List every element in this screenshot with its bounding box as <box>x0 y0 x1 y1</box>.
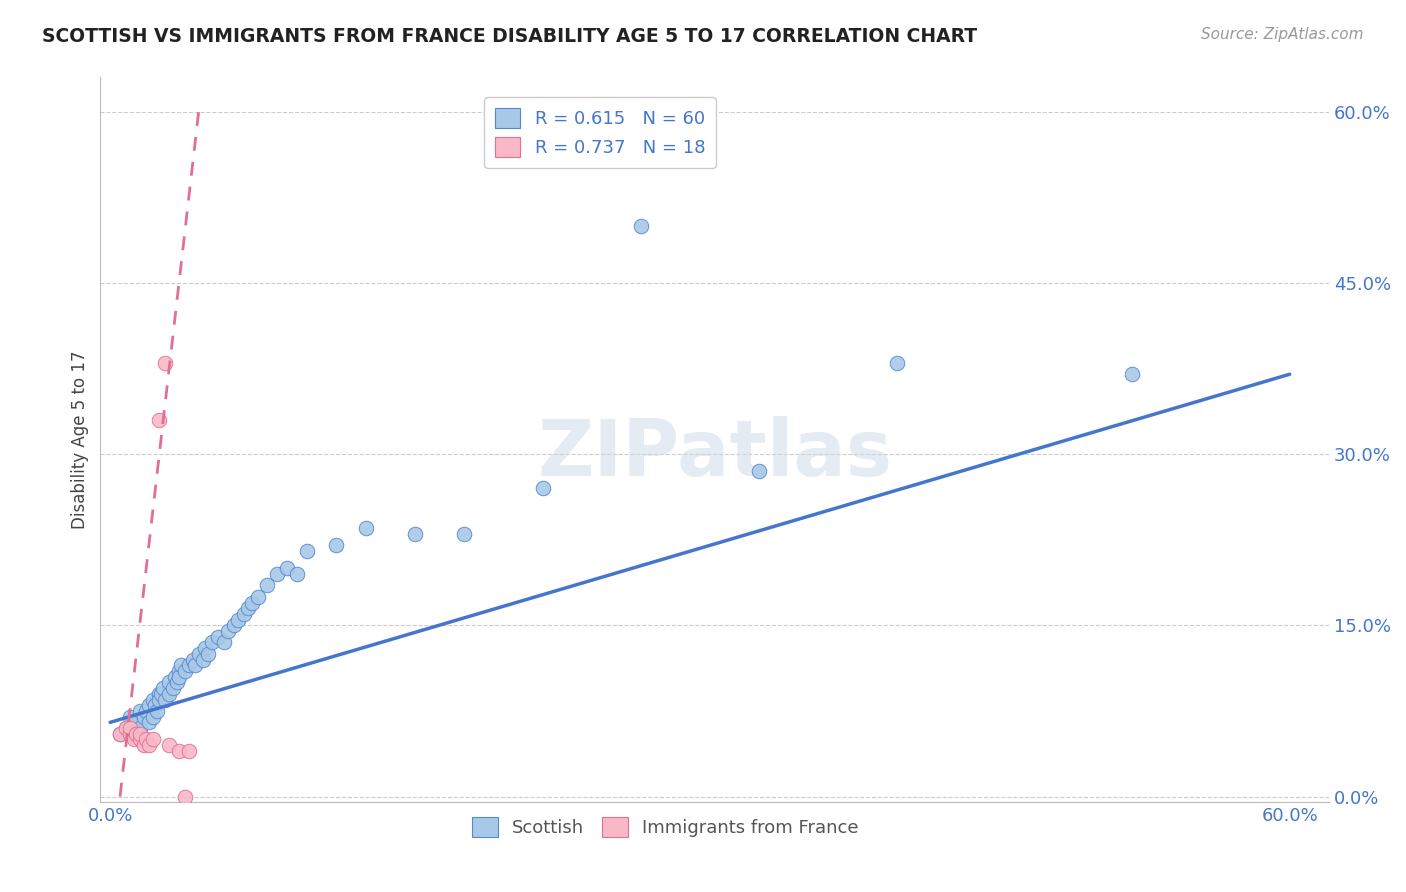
Y-axis label: Disability Age 5 to 17: Disability Age 5 to 17 <box>72 351 89 529</box>
Point <box>170 658 193 673</box>
Point <box>157 675 180 690</box>
Point <box>122 715 145 730</box>
Point <box>187 647 209 661</box>
Point <box>148 413 170 427</box>
Point <box>128 732 150 747</box>
Point <box>108 727 131 741</box>
Point <box>285 566 308 581</box>
Point <box>155 356 177 370</box>
Point <box>197 647 219 661</box>
Point <box>148 692 170 706</box>
Point <box>135 732 157 747</box>
Point <box>193 641 215 656</box>
Point <box>167 664 190 678</box>
Point <box>138 715 160 730</box>
Point <box>630 219 652 233</box>
Point <box>748 464 770 478</box>
Point <box>128 727 150 741</box>
Point <box>173 789 195 804</box>
Text: ZIPatlas: ZIPatlas <box>537 417 893 492</box>
Point <box>108 727 131 741</box>
Point <box>125 727 148 741</box>
Point <box>142 709 165 723</box>
Point <box>217 624 239 638</box>
Point <box>142 692 165 706</box>
Point <box>222 618 245 632</box>
Point <box>118 709 141 723</box>
Point <box>132 709 155 723</box>
Point <box>295 544 318 558</box>
Point <box>181 652 204 666</box>
Point <box>145 698 167 713</box>
Point <box>183 658 205 673</box>
Point <box>232 607 254 621</box>
Point <box>167 744 190 758</box>
Point <box>142 732 165 747</box>
Point <box>165 670 187 684</box>
Point <box>354 521 377 535</box>
Point <box>240 595 263 609</box>
Point <box>325 538 347 552</box>
Point <box>122 732 145 747</box>
Point <box>155 692 177 706</box>
Point <box>138 738 160 752</box>
Point <box>177 658 200 673</box>
Point <box>148 687 170 701</box>
Point <box>150 687 173 701</box>
Point <box>226 613 249 627</box>
Point <box>207 630 229 644</box>
Point <box>157 687 180 701</box>
Text: Source: ZipAtlas.com: Source: ZipAtlas.com <box>1201 27 1364 42</box>
Text: SCOTTISH VS IMMIGRANTS FROM FRANCE DISABILITY AGE 5 TO 17 CORRELATION CHART: SCOTTISH VS IMMIGRANTS FROM FRANCE DISAB… <box>42 27 977 45</box>
Point <box>1121 368 1143 382</box>
Point <box>167 670 190 684</box>
Point <box>115 721 138 735</box>
Point <box>135 704 157 718</box>
Point <box>166 675 188 690</box>
Point <box>128 704 150 718</box>
Point <box>256 578 278 592</box>
Point <box>201 635 224 649</box>
Point <box>118 727 141 741</box>
Point <box>886 356 908 370</box>
Point <box>246 590 269 604</box>
Point <box>118 721 141 735</box>
Point <box>162 681 184 695</box>
Point <box>531 481 554 495</box>
Point <box>173 664 195 678</box>
Point <box>236 601 259 615</box>
Point <box>138 698 160 713</box>
Point <box>266 566 288 581</box>
Point <box>146 704 169 718</box>
Point <box>177 744 200 758</box>
Legend: Scottish, Immigrants from France: Scottish, Immigrants from France <box>465 810 866 844</box>
Point <box>115 721 138 735</box>
Point <box>276 561 298 575</box>
Point <box>453 527 475 541</box>
Point <box>404 527 426 541</box>
Point <box>128 721 150 735</box>
Point <box>212 635 235 649</box>
Point <box>132 738 155 752</box>
Point <box>118 727 141 741</box>
Point <box>191 652 214 666</box>
Point <box>152 681 174 695</box>
Point <box>157 738 180 752</box>
